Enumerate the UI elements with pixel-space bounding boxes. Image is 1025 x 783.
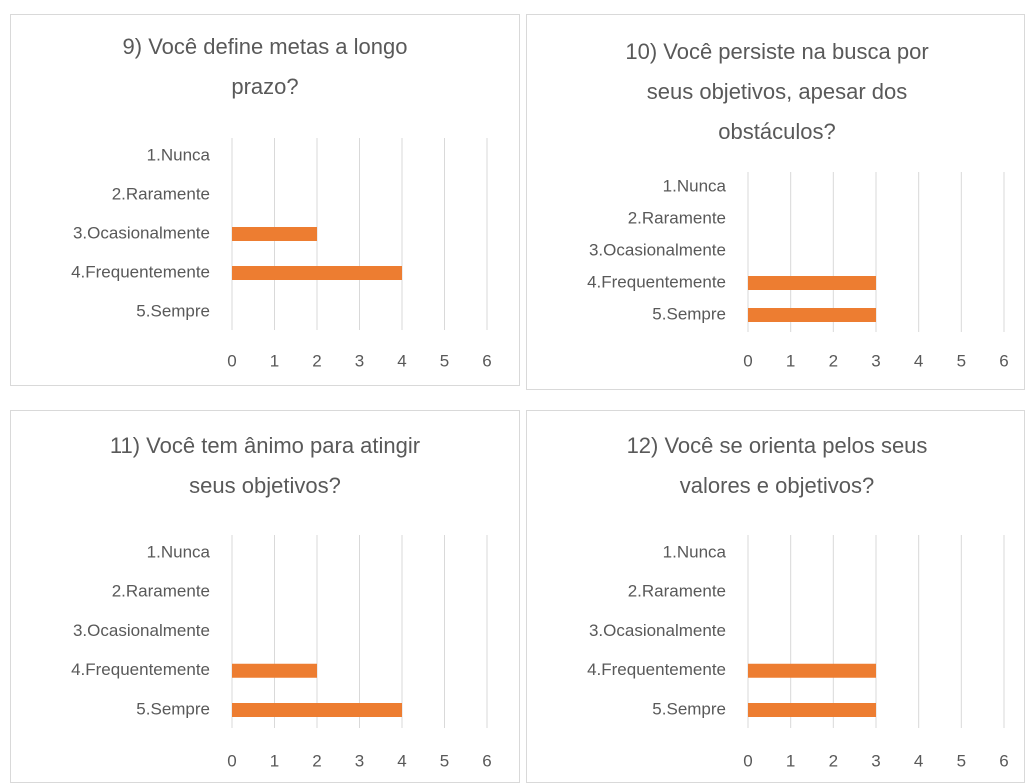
y-tick-label: 2.Raramente	[628, 582, 726, 601]
bar	[748, 308, 876, 322]
bar	[232, 663, 317, 678]
y-tick-label: 1.Nunca	[147, 145, 211, 164]
x-tick-label: 1	[786, 351, 795, 370]
chart-panel	[10, 14, 520, 386]
x-tick-label: 5	[440, 751, 449, 770]
y-tick-label: 5.Sempre	[136, 301, 210, 320]
x-tick-label: 2	[312, 751, 321, 770]
x-tick-label: 5	[957, 751, 966, 770]
y-tick-label: 2.Raramente	[628, 208, 726, 227]
bar	[748, 663, 876, 678]
x-tick-label: 0	[227, 351, 236, 370]
x-tick-label: 6	[482, 351, 491, 370]
y-tick-label: 2.Raramente	[112, 184, 210, 203]
x-tick-label: 4	[397, 351, 406, 370]
chart-title: 11) Você tem ânimo para atingir seus obj…	[109, 433, 421, 498]
x-tick-label: 0	[743, 351, 752, 370]
y-tick-label: 1.Nunca	[147, 542, 211, 561]
x-tick-label: 6	[999, 751, 1008, 770]
x-tick-label: 2	[829, 351, 838, 370]
x-tick-label: 1	[786, 751, 795, 770]
x-tick-label: 5	[957, 351, 966, 370]
bar	[232, 266, 402, 280]
y-tick-label: 5.Sempre	[136, 699, 210, 718]
y-tick-label: 1.Nunca	[663, 542, 727, 561]
x-tick-label: 2	[829, 751, 838, 770]
bar	[748, 276, 876, 290]
y-tick-label: 4.Frequentemente	[71, 262, 210, 281]
x-tick-label: 4	[914, 351, 923, 370]
y-tick-label: 3.Ocasionalmente	[73, 223, 210, 242]
y-tick-label: 1.Nunca	[663, 176, 727, 195]
y-tick-label: 3.Ocasionalmente	[589, 240, 726, 259]
y-tick-label: 2.Raramente	[112, 582, 210, 601]
y-tick-label: 4.Frequentemente	[71, 660, 210, 679]
x-tick-label: 4	[397, 751, 406, 770]
chart-title: 9) Você define metas a longo prazo?	[122, 34, 408, 99]
y-tick-label: 3.Ocasionalmente	[73, 621, 210, 640]
chart-title: 10) Você persiste na busca por seus obje…	[625, 39, 929, 144]
y-tick-label: 4.Frequentemente	[587, 660, 726, 679]
y-tick-label: 5.Sempre	[652, 304, 726, 323]
x-tick-label: 3	[355, 351, 364, 370]
bar	[232, 227, 317, 241]
x-tick-label: 3	[871, 751, 880, 770]
y-tick-label: 3.Ocasionalmente	[589, 621, 726, 640]
x-tick-label: 3	[355, 751, 364, 770]
y-tick-label: 4.Frequentemente	[587, 272, 726, 291]
x-tick-label: 0	[227, 751, 236, 770]
y-tick-label: 5.Sempre	[652, 699, 726, 718]
x-tick-label: 5	[440, 351, 449, 370]
x-tick-label: 6	[999, 351, 1008, 370]
x-tick-label: 3	[871, 351, 880, 370]
x-tick-label: 1	[270, 751, 279, 770]
bar	[232, 703, 402, 717]
x-tick-label: 4	[914, 751, 923, 770]
chart-title: 12) Você se orienta pelos seus valores e…	[626, 433, 928, 498]
bar	[748, 703, 876, 717]
x-tick-label: 6	[482, 751, 491, 770]
x-tick-label: 2	[312, 351, 321, 370]
x-tick-label: 0	[743, 751, 752, 770]
x-tick-label: 1	[270, 351, 279, 370]
